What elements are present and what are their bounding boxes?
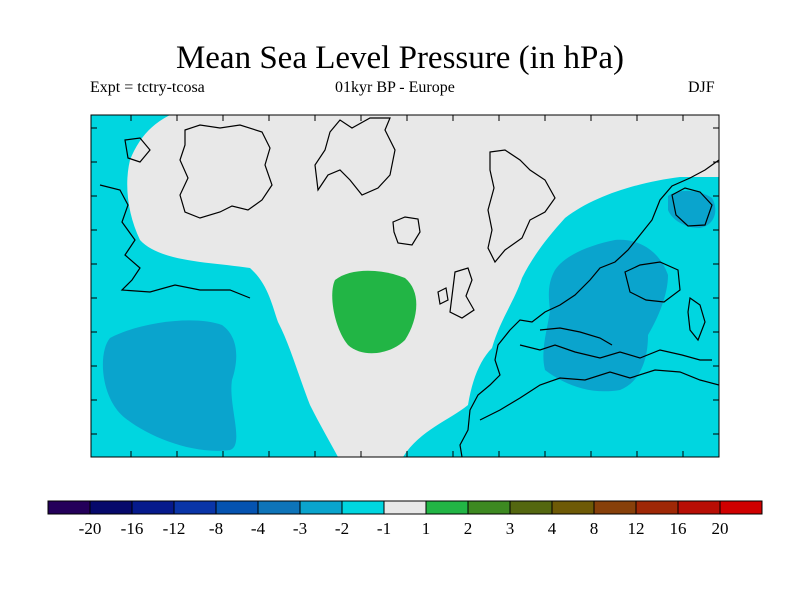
colorbar-swatch	[677, 500, 721, 515]
map-frame	[90, 114, 720, 458]
colorbar-swatch	[299, 500, 343, 515]
colorbar-swatch	[425, 500, 469, 515]
contour-central-pos1	[332, 270, 417, 354]
colorbar-swatch	[131, 500, 175, 515]
colorbar-swatch	[383, 500, 427, 515]
colorbar-tick-label: -20	[79, 519, 102, 538]
frame-ticks	[91, 115, 719, 457]
colorbar-swatch	[509, 500, 553, 515]
colorbar-tick-label: 8	[590, 519, 599, 538]
contour-east-neg2	[543, 239, 668, 392]
period-region-label: 01kyr BP - Europe	[335, 79, 455, 96]
colorbar-tick-label: 12	[628, 519, 645, 538]
colorbar-swatch	[341, 500, 385, 515]
map-plot-area	[91, 115, 719, 457]
season-label: DJF	[688, 79, 715, 96]
colorbar-tick-label: 1	[422, 519, 431, 538]
colorbar-tick-label: -1	[377, 519, 391, 538]
experiment-label: Expt = tctry-tcosa	[90, 79, 205, 96]
coastlines	[99, 117, 719, 457]
map-title: Mean Sea Level Pressure (in hPa)	[175, 40, 625, 76]
colorbar-swatch	[47, 500, 91, 515]
colorbar	[47, 500, 763, 515]
colorbar-tick-label: -16	[121, 519, 144, 538]
colorbar-tick-label: 16	[670, 519, 687, 538]
colorbar-tick-label: -2	[335, 519, 349, 538]
colorbar-tick-label: 3	[506, 519, 515, 538]
colorbar-tick-label: -4	[251, 519, 266, 538]
colorbar-swatch	[215, 500, 259, 515]
colorbar-tick-label: -3	[293, 519, 307, 538]
colorbar-swatch	[173, 500, 217, 515]
colorbar-tick-label: 2	[464, 519, 473, 538]
colorbar-tick-label: 4	[548, 519, 557, 538]
colorbar-tick-label: -8	[209, 519, 223, 538]
colorbar-swatch	[635, 500, 679, 515]
contour-west-neg2	[102, 320, 237, 451]
colorbar-tick-label: 20	[712, 519, 729, 538]
colorbar-tick-label: -12	[163, 519, 186, 538]
colorbar-swatch	[257, 500, 301, 515]
colorbar-swatch	[593, 500, 637, 515]
colorbar-labels: -20 -16 -12 -8 -4 -3 -2 -1 1 2 3 4 8 12 16 20	[79, 519, 729, 538]
colorbar-swatch	[719, 500, 763, 515]
colorbar-swatch	[467, 500, 511, 515]
colorbar-swatch	[89, 500, 133, 515]
colorbar-swatch	[551, 500, 595, 515]
